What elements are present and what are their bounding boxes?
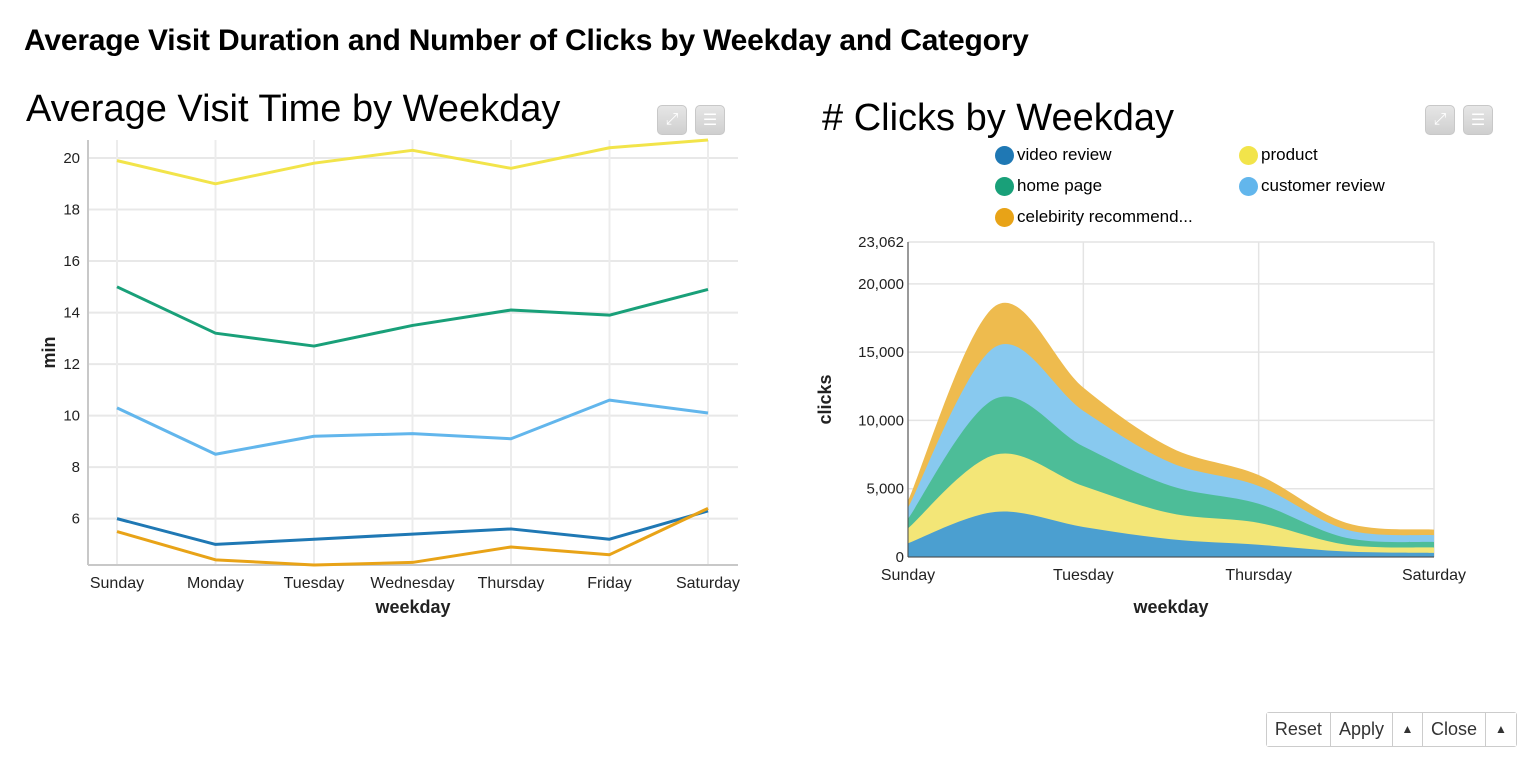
area-chart-menu-button[interactable]: ☰ [1463,105,1493,135]
x-tick-label: Sunday [90,575,144,592]
line-chart-title: Average Visit Time by Weekday [26,88,561,130]
y-tick-label: 23,062 [858,234,904,251]
area-series [908,511,1434,557]
y-tick-label: 8 [72,459,80,476]
y-tick-label: 20 [63,150,80,167]
x-tick-label: Saturday [676,575,740,592]
area-chart-fullscreen-button[interactable]: ⤢ [1425,105,1455,135]
footer-controls: Reset Apply ▲ Close ▲ [1265,712,1517,747]
series-line [116,509,709,546]
reset-button[interactable]: Reset [1266,713,1331,746]
x-tick-label: Sunday [881,567,935,584]
y-tick-label: 16 [63,253,80,270]
x-tick-label: Friday [587,575,631,592]
area-chart-title: # Clicks by Weekday [822,97,1174,139]
series-line [116,285,709,348]
expand-icon: ⤢ [1433,111,1447,128]
x-axis-title: weekday [374,597,450,617]
legend-marker [1239,145,1258,165]
x-tick-label: Monday [187,575,244,592]
apply-dropdown-arrow[interactable]: ▲ [1392,713,1423,746]
y-tick-label: 20,000 [858,276,904,293]
y-tick-label: 15,000 [858,344,904,361]
y-tick-label: 10 [63,408,80,425]
legend-label: video review [1017,145,1112,164]
legend-marker [995,207,1014,227]
apply-button[interactable]: Apply [1330,713,1393,746]
y-axis-title: clicks [815,374,835,424]
legend-item-video-review[interactable]: video review [995,145,1112,165]
y-tick-label: 6 [72,511,80,528]
area-chart: 0 5,000 10,000 15,000 20,000 23,062 Sunday Tues… [815,234,1466,617]
line-chart-fullscreen-button[interactable]: ⤢ [657,105,687,135]
menu-icon: ☰ [1470,112,1486,129]
x-tick-label: Tuesday [1053,567,1114,584]
x-tick-label: Wednesday [370,575,454,592]
legend-label: home page [1017,176,1103,195]
x-tick-label: Thursday [1225,567,1292,584]
line-chart-menu-button[interactable]: ☰ [695,105,725,135]
y-tick-label: 5,000 [866,481,904,498]
series-line [116,398,709,456]
legend-marker [995,145,1014,165]
x-axis-title: weekday [1132,597,1208,617]
legend-item-home-page[interactable]: home page [995,176,1102,196]
legend-label: customer review [1261,176,1385,195]
x-tick-label: Saturday [1402,567,1466,584]
y-tick-label: 14 [63,305,80,322]
y-axis-title: min [39,336,59,368]
x-tick-label: Thursday [478,575,545,592]
y-tick-label: 0 [896,549,904,566]
legend-item-customer-review[interactable]: customer review [1239,176,1385,196]
legend-label: celebirity recommend... [1017,207,1193,226]
legend-marker [995,176,1014,196]
close-dropdown-arrow[interactable]: ▲ [1486,713,1516,746]
line-chart: 6 8 10 12 14 16 18 20 Sunday Monday Tuesday Wednesd… [39,138,740,617]
series-line [116,138,709,186]
page-title: Average Visit Duration and Number of Cli… [24,24,1029,57]
y-tick-label: 10,000 [858,412,904,429]
x-tick-label: Tuesday [284,575,345,592]
y-tick-label: 12 [63,356,80,373]
close-button[interactable]: Close [1422,713,1486,746]
series-line [116,506,709,567]
legend-item-product[interactable]: product [1239,145,1318,165]
menu-icon: ☰ [702,112,718,129]
legend-marker [1239,176,1258,196]
legend-label: product [1261,145,1318,164]
legend-item-celebrity-recommendation[interactable]: celebirity recommend... [995,207,1193,227]
expand-icon: ⤢ [665,111,679,128]
y-tick-label: 18 [63,202,80,219]
